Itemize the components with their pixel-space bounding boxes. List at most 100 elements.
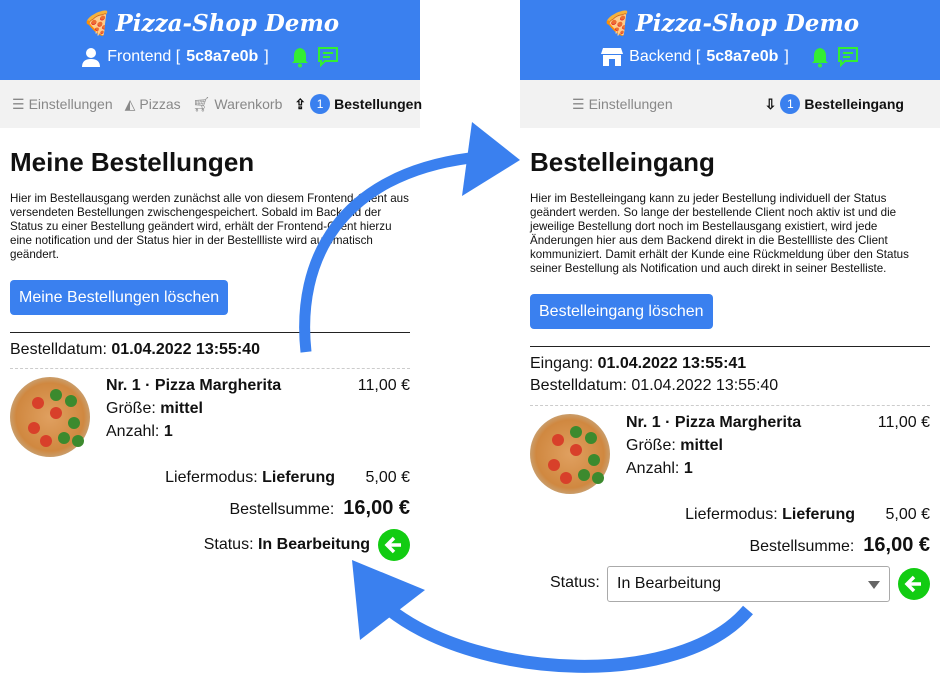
qty-label: Anzahl: [106,423,160,440]
nav-label: Pizzas [139,96,181,112]
topping [578,469,590,481]
topping [72,435,84,447]
brand-title: Pizza-Shop Demo [115,10,340,37]
topping [50,407,62,419]
order-date-label: Bestelldatum: [10,341,107,358]
nav-label: Einstellungen [28,96,113,112]
client-label: Frontend [ [107,48,181,65]
qty-value: 1 [163,423,173,440]
backend-panel: 🍕 Pizza-Shop Demo Backend [5c8a7e0b] ☰ Ein… [520,0,940,680]
client-info: Frontend [ 5c8a7e0b] [0,46,420,68]
item-title: Nr. 1 · Pizza Margherita [106,377,282,394]
cart-icon: 🛒︎ [192,95,211,112]
clear-inbox-button[interactable]: Bestelleingang löschen [530,294,713,329]
nav-einstellungen[interactable]: ☰ Einstellungen [572,96,673,113]
topping [548,459,560,471]
topping [58,432,70,444]
page-description: Hier im Bestellausgang werden zunächst a… [10,192,409,261]
item-price: 11,00 € [357,377,410,394]
nav-bar: ☰ Einstellungen ◭ Pizzas 🛒︎ Warenkorb ⇪ 1 Bes… [0,80,422,128]
delivery-mode: Lieferung [782,506,855,523]
client-info: Backend [ 5c8a7e0b] [520,46,940,68]
nav-bestelleingang[interactable]: ⇩ 1 Bestelleingang [765,94,904,114]
outbox-icon: ⇪ [294,95,307,112]
user-icon [82,48,101,67]
topping [588,454,600,466]
size-value: mittel [160,400,203,417]
status-label: Status: [550,574,600,591]
client-bracket: ] [264,48,269,65]
pizza-image [530,414,610,494]
nav-label: Warenkorb [214,96,283,112]
page-description: Hier im Bestelleingang kann zu jeder Bes… [530,192,909,275]
topping [570,426,582,438]
received-label: Eingang: [530,355,594,372]
divider [10,332,410,333]
topping [65,395,77,407]
brand[interactable]: 🍕 Pizza-Shop Demo [520,10,940,37]
topping [592,472,604,484]
order-date: 01.04.2022 13:55:40 [111,341,260,358]
arrow-left-icon[interactable] [378,529,410,561]
topping [28,422,40,434]
client-id: 5c8a7e0b [706,48,779,65]
client-bracket: ] [784,48,789,65]
header: 🍕 Pizza-Shop Demo Frontend [ 5c8a7e0b] [0,0,420,80]
order-date: 01.04.2022 13:55:40 [631,377,779,394]
topping [50,389,62,401]
store-icon [601,48,624,66]
size-value: mittel [680,437,723,454]
sliders-icon: ☰ [12,95,25,112]
total-label: Bestellsumme: [229,501,335,518]
divider-dashed [10,368,410,369]
nav-bestellungen[interactable]: ⇪ 1 Bestellungen [294,94,422,114]
pizza-logo-icon: 🍕 [80,10,110,37]
client-label: Backend [ [629,48,701,65]
client-id: 5c8a7e0b [186,48,259,65]
delivery-label: Liefermodus: [165,469,258,486]
received-date: 01.04.2022 13:55:41 [597,355,747,372]
topping [560,472,572,484]
topping [68,417,80,429]
delivery-price: 5,00 € [365,469,410,486]
pizza-logo-icon: 🍕 [600,10,630,37]
topping [552,434,564,446]
size-label: Größe: [626,437,676,454]
arrow-left-icon[interactable] [898,568,930,600]
sliders-icon: ☰ [572,95,585,112]
topping [40,435,52,447]
topping [32,397,44,409]
nav-bar: ☰ Einstellungen ⇩ 1 Bestelleingang [520,80,940,128]
nav-pizzas[interactable]: ◭ Pizzas [125,96,181,113]
status-label: Status: [203,536,254,553]
status-select[interactable]: In Bearbeitung [607,566,890,602]
nav-label: Bestellungen [334,96,423,112]
qty-label: Anzahl: [626,460,680,477]
topping [585,432,597,444]
status-selected: In Bearbeitung [617,575,722,592]
topping [570,444,582,456]
brand-title: Pizza-Shop Demo [635,10,860,37]
bell-icon[interactable] [289,46,311,68]
divider [530,346,930,347]
qty-value: 1 [683,460,693,477]
nav-warenkorb[interactable]: 🛒︎ Warenkorb [193,96,283,113]
delivery-price: 5,00 € [885,506,930,523]
delivery-mode: Lieferung [262,469,335,486]
brand[interactable]: 🍕 Pizza-Shop Demo [0,10,420,37]
nav-einstellungen[interactable]: ☰ Einstellungen [12,96,113,113]
total-label: Bestellsumme: [749,538,855,555]
divider-dashed [530,405,930,406]
status-value: In Bearbeitung [257,536,370,553]
nav-badge: 1 [310,94,331,114]
clear-orders-button[interactable]: Meine Bestellungen löschen [10,280,229,315]
page-title: Bestelleingang [530,147,715,177]
bell-icon[interactable] [809,46,831,68]
delivery-label: Liefermodus: [685,506,778,523]
total-value: 16,00 € [343,497,410,519]
page-title: Meine Bestellungen [10,147,255,177]
total-value: 16,00 € [863,534,930,556]
message-icon[interactable] [837,46,859,68]
pizza-image [10,377,90,457]
message-icon[interactable] [317,46,339,68]
